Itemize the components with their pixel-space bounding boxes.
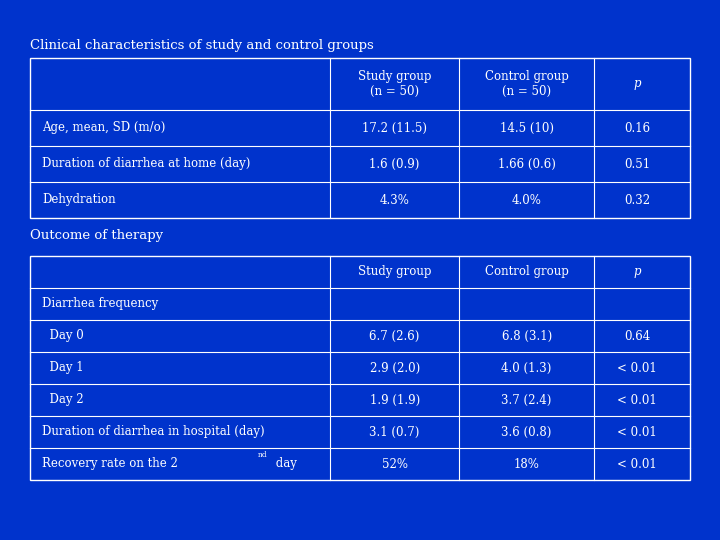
Text: p: p xyxy=(634,266,641,279)
Text: day: day xyxy=(271,457,297,470)
Text: 3.6 (0.8): 3.6 (0.8) xyxy=(501,426,552,438)
Text: Day 1: Day 1 xyxy=(42,361,84,375)
Text: 1.6 (0.9): 1.6 (0.9) xyxy=(369,158,420,171)
Text: Outcome of therapy: Outcome of therapy xyxy=(30,228,163,241)
Text: 0.51: 0.51 xyxy=(624,158,650,171)
Text: Age, mean, SD (m/o): Age, mean, SD (m/o) xyxy=(42,122,166,134)
Text: Control group
(n = 50): Control group (n = 50) xyxy=(485,70,569,98)
Text: 4.0%: 4.0% xyxy=(512,193,541,206)
Text: nd: nd xyxy=(258,451,268,459)
Text: Study group
(n = 50): Study group (n = 50) xyxy=(358,70,431,98)
Text: 6.7 (2.6): 6.7 (2.6) xyxy=(369,329,420,342)
Text: Control group: Control group xyxy=(485,266,569,279)
Bar xyxy=(30,256,690,480)
Text: 1.66 (0.6): 1.66 (0.6) xyxy=(498,158,556,171)
Text: Day 0: Day 0 xyxy=(42,329,84,342)
Text: 0.64: 0.64 xyxy=(624,329,650,342)
Text: 14.5 (10): 14.5 (10) xyxy=(500,122,554,134)
Text: 2.9 (2.0): 2.9 (2.0) xyxy=(369,361,420,375)
Text: 6.8 (3.1): 6.8 (3.1) xyxy=(502,329,552,342)
Text: Day 2: Day 2 xyxy=(42,394,84,407)
Text: 18%: 18% xyxy=(513,457,539,470)
Text: p: p xyxy=(634,78,641,91)
Text: Dehydration: Dehydration xyxy=(42,193,116,206)
Text: 1.9 (1.9): 1.9 (1.9) xyxy=(369,394,420,407)
Text: 17.2 (11.5): 17.2 (11.5) xyxy=(362,122,427,134)
Text: 4.3%: 4.3% xyxy=(379,193,410,206)
Text: < 0.01: < 0.01 xyxy=(617,394,657,407)
Text: 4.0 (1.3): 4.0 (1.3) xyxy=(501,361,552,375)
Text: Duration of diarrhea in hospital (day): Duration of diarrhea in hospital (day) xyxy=(42,426,265,438)
Bar xyxy=(30,58,690,218)
Text: 52%: 52% xyxy=(382,457,408,470)
Text: 3.1 (0.7): 3.1 (0.7) xyxy=(369,426,420,438)
Text: 0.32: 0.32 xyxy=(624,193,650,206)
Text: Duration of diarrhea at home (day): Duration of diarrhea at home (day) xyxy=(42,158,251,171)
Text: 3.7 (2.4): 3.7 (2.4) xyxy=(501,394,552,407)
Text: Recovery rate on the 2: Recovery rate on the 2 xyxy=(42,457,178,470)
Text: < 0.01: < 0.01 xyxy=(617,426,657,438)
Text: Study group: Study group xyxy=(358,266,431,279)
Text: < 0.01: < 0.01 xyxy=(617,361,657,375)
Text: 0.16: 0.16 xyxy=(624,122,650,134)
Text: Clinical characteristics of study and control groups: Clinical characteristics of study and co… xyxy=(30,39,374,52)
Text: < 0.01: < 0.01 xyxy=(617,457,657,470)
Text: Diarrhea frequency: Diarrhea frequency xyxy=(42,298,158,310)
